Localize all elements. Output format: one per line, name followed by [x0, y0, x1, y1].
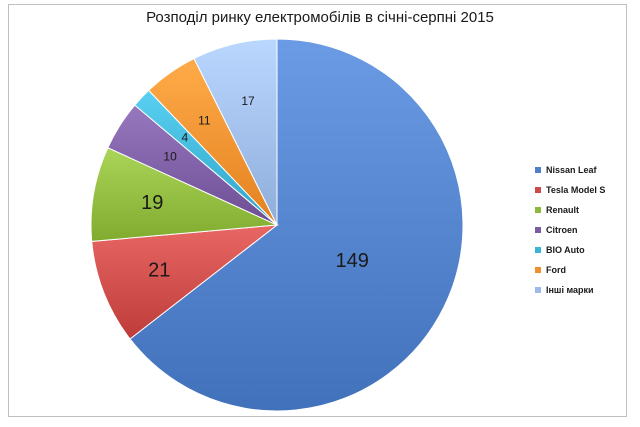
- pie-slice-tesla-model-s: [91, 224, 279, 340]
- legend-swatch: [535, 207, 541, 213]
- legend-label: BIO Auto: [546, 245, 585, 255]
- legend-item-nissan-leaf: Nissan Leaf: [535, 160, 605, 180]
- chart-title: Розподіл ринку електромобілів в січні-се…: [146, 9, 494, 26]
- data-label-bio-auto: 4: [182, 130, 189, 144]
- legend-label: Renault: [546, 205, 580, 215]
- legend-swatch: [535, 287, 541, 293]
- legend-swatch: [535, 247, 541, 253]
- legend-swatch: [535, 267, 541, 273]
- legend-swatch: [535, 227, 541, 233]
- legend-item-tesla-model-s: Tesla Model S: [535, 180, 605, 200]
- pie-slice-renault: [90, 147, 279, 242]
- data-label-other: 17: [241, 94, 255, 108]
- legend-item-ford: Ford: [535, 260, 605, 280]
- legend-item-bio-auto: BIO Auto: [535, 240, 605, 260]
- pie-slice-nissan-leaf: [129, 38, 464, 412]
- data-label-ford: 11: [198, 114, 211, 128]
- legend-label: Tesla Model S: [546, 185, 606, 195]
- legend-item-citroen: Citroen: [535, 220, 605, 240]
- legend-label: Інші марки: [546, 285, 594, 295]
- legend: Nissan Leaf Tesla Model S Renault Citroen BI…: [535, 160, 605, 300]
- legend-item-other: Інші марки: [535, 280, 605, 300]
- legend-label: Nissan Leaf: [546, 165, 597, 175]
- legend-label: Citroen: [546, 225, 578, 235]
- data-label-renault: 19: [141, 192, 163, 214]
- pie-slice-other: [193, 38, 278, 226]
- legend-label: Ford: [546, 265, 566, 275]
- data-label-citroen: 10: [163, 149, 177, 163]
- data-label-nissan-leaf: 149: [336, 250, 369, 272]
- data-label-tesla-model-s: 21: [148, 259, 170, 281]
- legend-item-renault: Renault: [535, 200, 605, 220]
- legend-swatch: [535, 167, 541, 173]
- legend-swatch: [535, 187, 541, 193]
